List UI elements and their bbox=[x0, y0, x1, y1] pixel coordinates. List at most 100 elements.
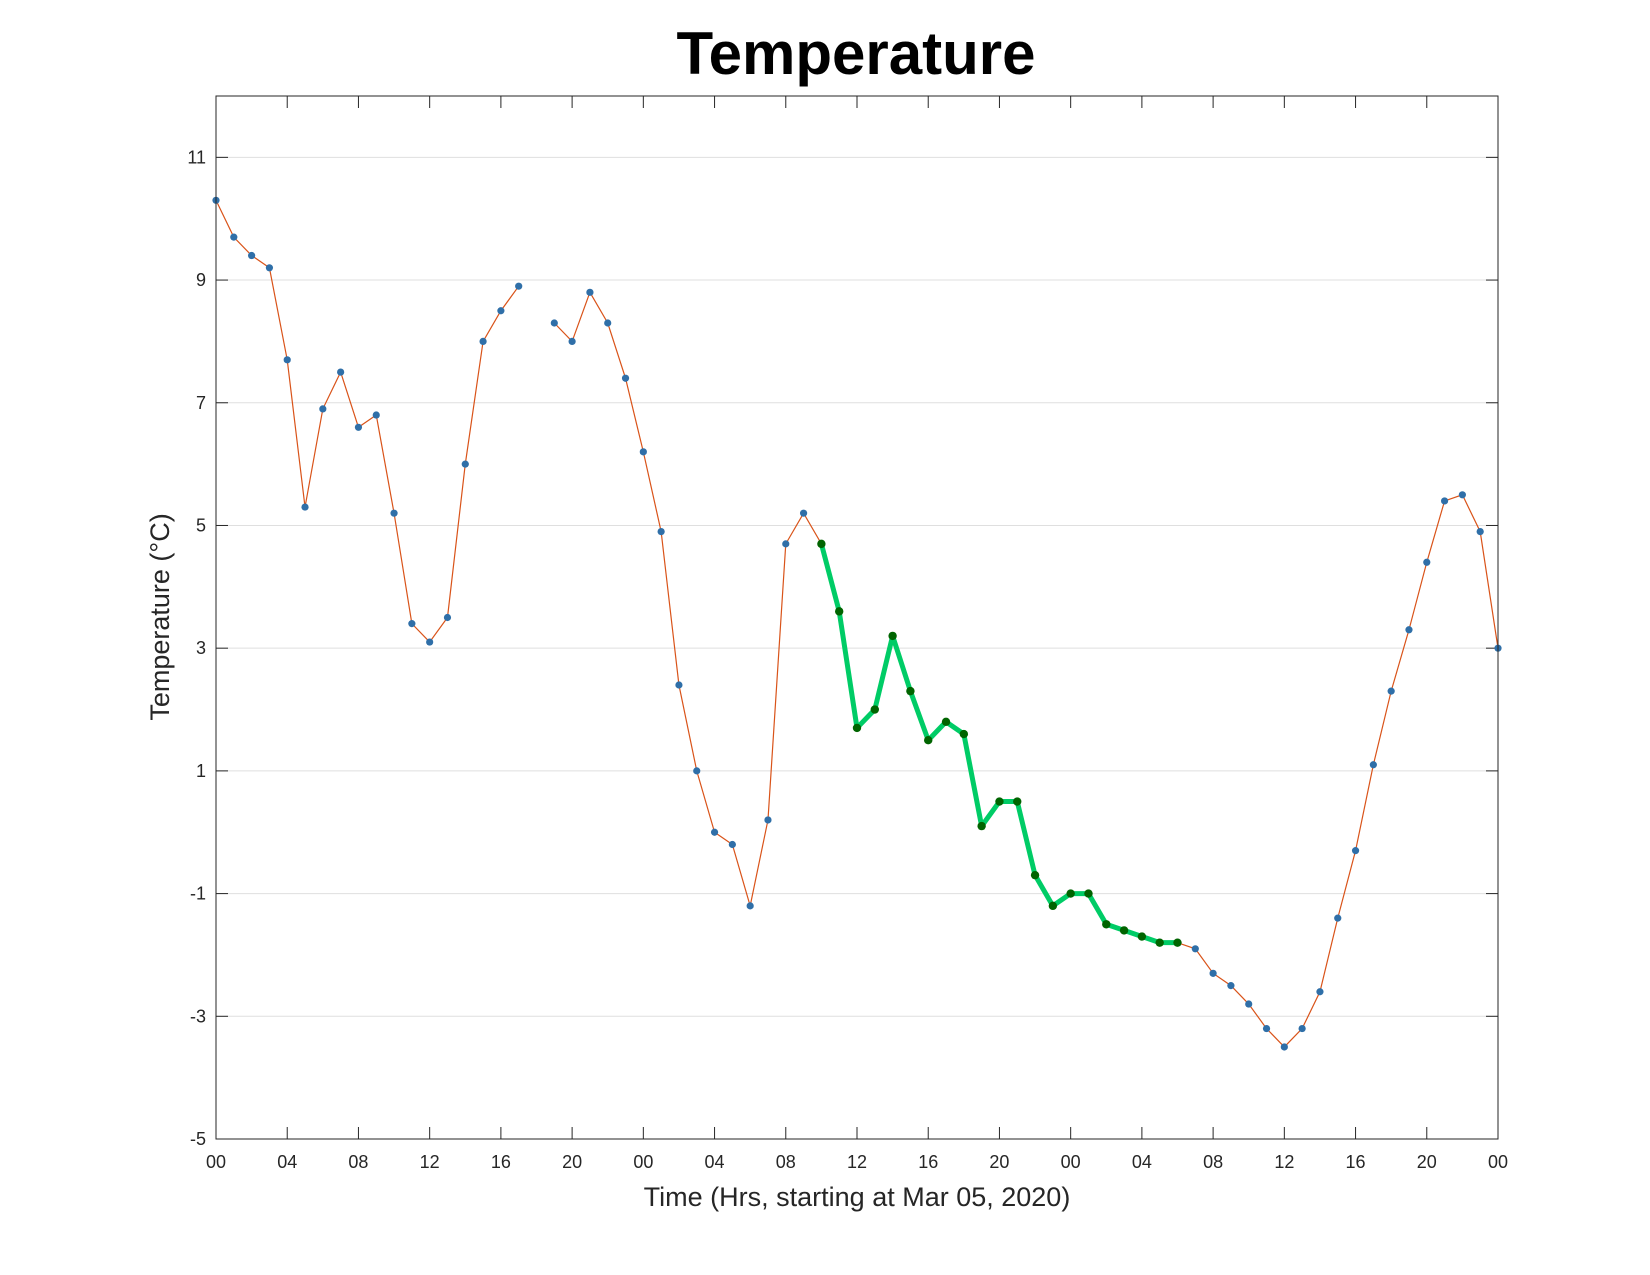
data-point bbox=[515, 282, 523, 290]
x-tick-label: 00 bbox=[1488, 1152, 1508, 1172]
x-tick-labels: 00 04 08 12 16 20 00 04 08 12 16 20 00 04 08 12 16 20 00 bbox=[206, 1152, 1508, 1172]
data-point bbox=[693, 767, 701, 775]
data-point bbox=[639, 448, 647, 456]
data-point bbox=[621, 374, 630, 382]
x-tick-label: 00 bbox=[1061, 1152, 1081, 1172]
x-tick-label: 20 bbox=[562, 1152, 582, 1172]
data-point bbox=[390, 509, 398, 517]
grid-lines bbox=[216, 156, 1498, 1140]
chart-title: Temperature bbox=[676, 20, 1035, 87]
data-point bbox=[1298, 1024, 1306, 1033]
x-tick-label: 20 bbox=[1417, 1152, 1437, 1172]
plot-frame bbox=[215, 95, 1499, 1140]
highlighted-data-point bbox=[1013, 797, 1022, 806]
data-point bbox=[710, 828, 719, 836]
series-layer bbox=[212, 196, 1502, 1051]
data-point bbox=[728, 840, 736, 849]
data-point bbox=[497, 307, 505, 315]
x-tick-label: 12 bbox=[1274, 1152, 1294, 1172]
data-point bbox=[230, 233, 238, 241]
data-point bbox=[319, 405, 327, 413]
y-tick-label: -1 bbox=[190, 884, 206, 904]
data-point bbox=[1227, 982, 1235, 990]
data-point bbox=[1351, 847, 1360, 855]
data-point bbox=[1476, 528, 1484, 536]
y-axis-label: Temperature (°C) bbox=[145, 513, 175, 720]
data-point bbox=[1405, 626, 1413, 634]
temperature-line bbox=[553, 290, 1499, 1048]
highlighted-data-point bbox=[995, 797, 1004, 806]
y-tick-labels: -5 -3 -1 1 3 5 7 9 11 bbox=[187, 147, 206, 1149]
data-point bbox=[657, 528, 665, 536]
x-tick-label: 12 bbox=[420, 1152, 440, 1172]
data-point bbox=[1334, 914, 1342, 922]
y-tick-label: -3 bbox=[190, 1006, 206, 1026]
x-tick-label: 00 bbox=[206, 1152, 226, 1172]
data-point bbox=[604, 319, 612, 327]
x-tick-label: 04 bbox=[1132, 1152, 1152, 1172]
y-tick-label: 1 bbox=[196, 761, 206, 781]
highlighted-data-point bbox=[977, 821, 986, 831]
data-point bbox=[443, 613, 452, 622]
highlighted-data-point bbox=[1137, 932, 1147, 941]
x-tick-label: 16 bbox=[918, 1152, 938, 1172]
data-point bbox=[337, 368, 345, 376]
y-tick-label: 5 bbox=[196, 515, 206, 535]
x-tick-label: 08 bbox=[348, 1152, 368, 1172]
highlighted-data-point bbox=[906, 686, 915, 696]
highlighted-data-point bbox=[959, 729, 969, 739]
highlighted-data-point bbox=[1048, 901, 1058, 911]
data-point bbox=[764, 816, 772, 824]
data-point bbox=[372, 411, 380, 419]
x-tick-label: 04 bbox=[705, 1152, 725, 1172]
highlighted-data-point bbox=[834, 607, 844, 616]
x-tick-label: 04 bbox=[277, 1152, 297, 1172]
highlighted-data-point bbox=[852, 723, 862, 733]
data-point bbox=[408, 620, 416, 628]
data-point bbox=[782, 540, 790, 548]
data-point bbox=[354, 423, 363, 431]
highlighted-data-point bbox=[941, 717, 951, 726]
data-point bbox=[1369, 761, 1377, 769]
data-point bbox=[568, 337, 576, 346]
x-tick-label: 16 bbox=[1346, 1152, 1366, 1172]
x-tick-label: 08 bbox=[776, 1152, 796, 1172]
y-tick-label: 9 bbox=[196, 270, 206, 290]
data-point bbox=[1458, 491, 1466, 499]
x-axis-label: Time (Hrs, starting at Mar 05, 2020) bbox=[644, 1182, 1071, 1212]
data-point bbox=[799, 509, 808, 517]
y-tick-label: 11 bbox=[187, 147, 206, 167]
x-tick-label: 16 bbox=[491, 1152, 511, 1172]
data-point bbox=[1316, 988, 1324, 996]
highlighted-data-point bbox=[1084, 889, 1093, 898]
data-point bbox=[1262, 1024, 1271, 1033]
highlighted-data-point bbox=[1030, 870, 1040, 880]
highlighted-data-point bbox=[888, 631, 897, 641]
data-point bbox=[550, 319, 558, 327]
data-point bbox=[1191, 945, 1199, 953]
data-point bbox=[248, 251, 256, 260]
data-point bbox=[426, 638, 434, 646]
x-tick-label: 08 bbox=[1203, 1152, 1223, 1172]
highlighted-data-point bbox=[1155, 938, 1164, 947]
x-tick-label: 12 bbox=[847, 1152, 867, 1172]
data-point bbox=[1245, 1000, 1253, 1008]
highlighted-data-point bbox=[1102, 920, 1111, 929]
highlighted-segment-line bbox=[818, 541, 1180, 946]
x-tick-label: 20 bbox=[989, 1152, 1009, 1172]
data-point bbox=[1209, 969, 1217, 977]
x-tick-label: 00 bbox=[633, 1152, 653, 1172]
data-point bbox=[1423, 558, 1431, 566]
temperature-line bbox=[215, 200, 520, 643]
data-point bbox=[265, 264, 274, 272]
y-tick-label: 3 bbox=[196, 638, 206, 658]
highlighted-data-point bbox=[924, 736, 933, 745]
y-tick-label: 7 bbox=[196, 393, 206, 413]
data-point bbox=[746, 902, 754, 910]
data-point bbox=[1440, 497, 1449, 505]
highlighted-data-point bbox=[1173, 938, 1182, 947]
data-point bbox=[675, 681, 683, 689]
data-point bbox=[301, 503, 309, 511]
axis-ticks bbox=[215, 96, 1499, 1140]
